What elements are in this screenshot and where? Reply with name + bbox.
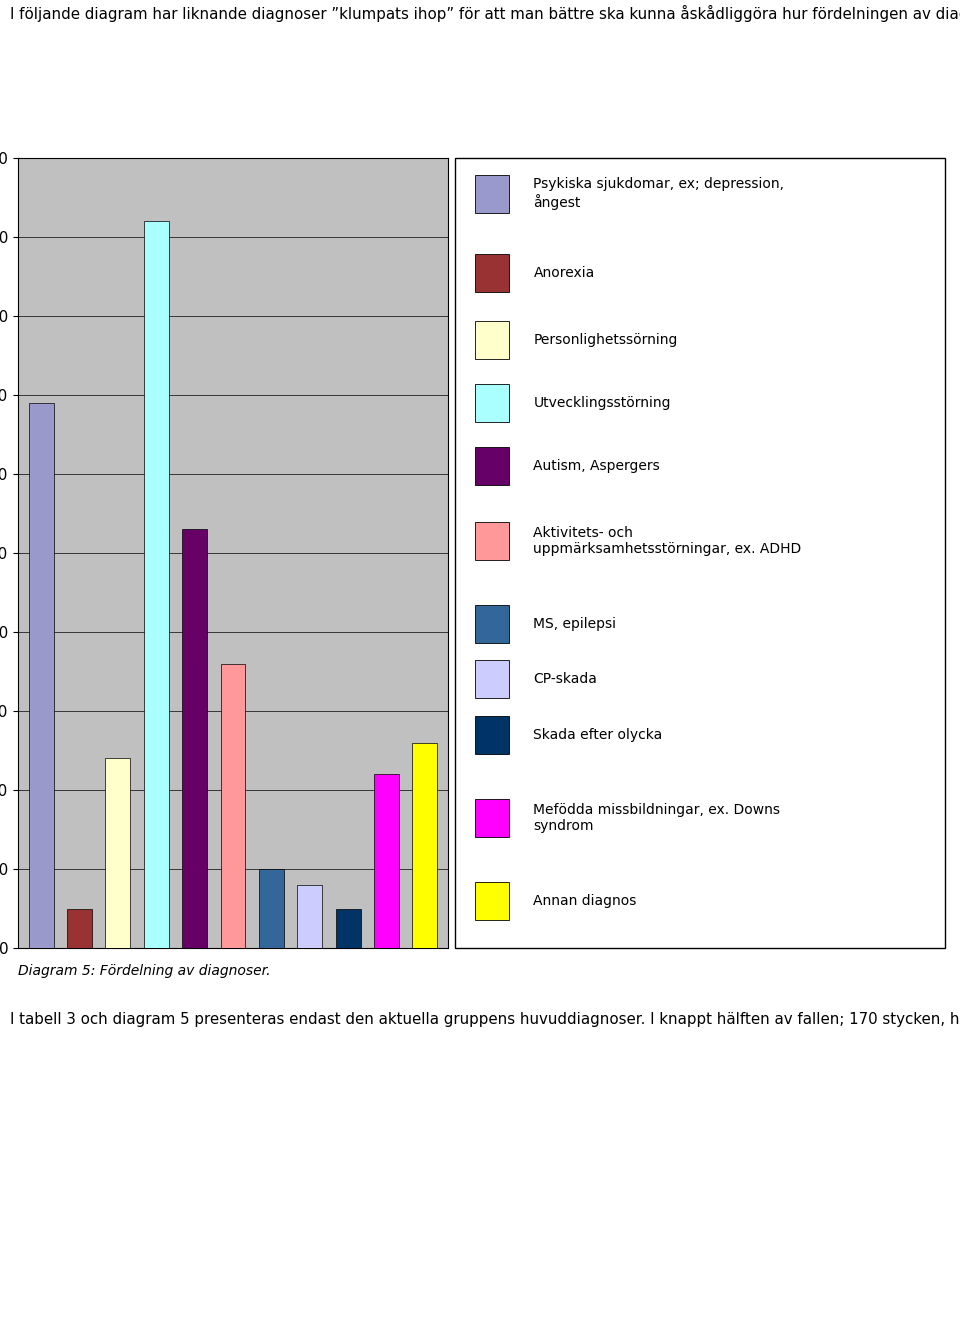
Bar xyxy=(474,881,509,920)
Text: CP-skada: CP-skada xyxy=(534,672,597,687)
Text: Anorexia: Anorexia xyxy=(534,265,594,280)
Bar xyxy=(67,908,92,948)
Bar xyxy=(474,384,509,422)
Bar xyxy=(336,908,361,948)
Text: Skada efter olycka: Skada efter olycka xyxy=(534,727,662,742)
Text: Utvecklingsstörning: Utvecklingsstörning xyxy=(534,396,671,410)
Text: Psykiska sjukdomar, ex; depression,
ångest: Psykiska sjukdomar, ex; depression, ånge… xyxy=(534,177,784,210)
Bar xyxy=(474,522,509,560)
Bar xyxy=(182,529,207,948)
Bar xyxy=(29,403,54,948)
Bar xyxy=(474,253,509,292)
Bar xyxy=(474,321,509,359)
Text: Diagram 5: Fördelning av diagnoser.: Diagram 5: Fördelning av diagnoser. xyxy=(18,964,271,977)
Text: MS, epilepsi: MS, epilepsi xyxy=(534,617,616,631)
Text: I följande diagram har liknande diagnoser ”klumpats ihop” för att man bättre ska: I följande diagram har liknande diagnose… xyxy=(10,5,960,21)
Bar xyxy=(474,174,509,213)
Bar xyxy=(474,660,509,699)
Bar xyxy=(474,716,509,754)
Text: Annan diagnos: Annan diagnos xyxy=(534,893,636,908)
Bar xyxy=(474,605,509,643)
Text: Autism, Aspergers: Autism, Aspergers xyxy=(534,459,660,473)
Bar xyxy=(221,664,246,948)
Bar xyxy=(474,447,509,485)
Text: I tabell 3 och diagram 5 presenteras endast den aktuella gruppens huvuddiagnoser: I tabell 3 och diagram 5 presenteras end… xyxy=(10,1010,960,1027)
Text: Aktivitets- och
uppmärksamhetsstörningar, ex. ADHD: Aktivitets- och uppmärksamhetsstörningar… xyxy=(534,526,802,556)
Bar xyxy=(106,758,131,948)
Bar xyxy=(144,221,169,948)
Text: Mefödda missbildningar, ex. Downs
syndrom: Mefödda missbildningar, ex. Downs syndro… xyxy=(534,802,780,833)
Bar xyxy=(374,774,399,948)
Text: Personlighetssörning: Personlighetssörning xyxy=(534,332,678,347)
Bar xyxy=(298,885,323,948)
Bar xyxy=(259,869,284,948)
Bar xyxy=(413,743,438,948)
Bar xyxy=(474,798,509,837)
